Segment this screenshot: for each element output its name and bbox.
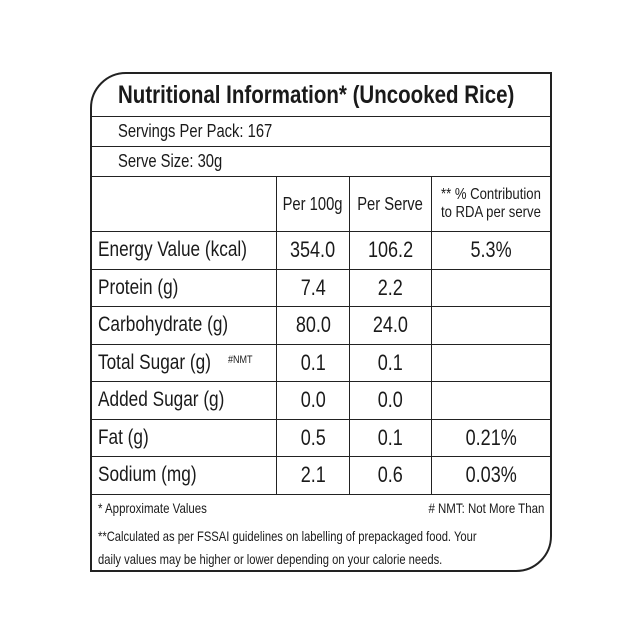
column-header-text: Per Serve [357,193,424,214]
value: 0.6 [377,462,404,488]
serve-size-row: Serve Size: 30g [92,147,550,177]
nutrient-name: Energy Value (kcal) [98,238,247,262]
column-header-line: ** % Contribution [441,186,541,203]
value: 24.0 [372,312,409,338]
value: 7.4 [300,274,326,300]
nutrient-label: Added Sugar (g) [92,382,277,419]
value: 0.0 [377,387,404,413]
value-cell: 0.6 [350,457,432,494]
servings-row: Servings Per Pack: 167 [92,117,550,147]
value: 80.0 [295,312,331,338]
footnote-rda: **Calculated as per FSSAI guidelines on … [98,528,477,544]
nutrient-row: Sodium (mg) 2.1 0.6 0.03% [92,457,550,495]
nutrient-row: Fat (g) 0.5 0.1 0.21% [92,419,550,457]
value: 106.2 [367,237,414,263]
value-cell: 0.1 [350,344,432,381]
nutrient-row: Total Sugar (g) #NMT 0.1 0.1 [92,344,550,382]
value-cell: 106.2 [350,232,432,269]
value-cell [432,382,550,419]
value-cell: 0.0 [350,382,432,419]
nutrient-name: Protein (g) [98,275,179,299]
nutrient-name: Added Sugar (g) [98,388,225,412]
column-header: ** % Contribution to RDA per serve [432,177,550,231]
nutrient-label: Carbohydrate (g) [92,307,277,344]
value: 0.03% [465,462,517,488]
value: 2.2 [377,274,404,300]
nutrient-label: Sodium (mg) [92,457,277,494]
nutrient-name: Total Sugar (g) [98,350,211,374]
nutrient-name: Carbohydrate (g) [98,313,229,337]
value-cell: 0.5 [277,419,350,456]
value: 0.5 [300,424,326,450]
value: 0.1 [377,424,404,450]
value-cell: 0.21% [432,420,550,457]
nutrient-label: Total Sugar (g) #NMT [92,344,277,381]
title-row: Nutritional Information* (Uncooked Rice) [92,74,550,117]
value: 0.1 [300,349,326,375]
value-cell [432,270,550,307]
column-header-text: Per 100g [283,193,343,214]
label-box: Nutritional Information* (Uncooked Rice)… [90,72,552,572]
title: Nutritional Information* (Uncooked Rice) [118,80,515,109]
value: 0.0 [300,387,326,413]
value: 0.21% [465,424,517,450]
footnote-nmt: # NMT: Not More Than [428,500,544,516]
nutrient-row: Carbohydrate (g) 80.0 24.0 [92,307,550,345]
value-cell: 2.1 [277,457,350,494]
value-cell: 0.03% [432,457,550,494]
value-cell: 80.0 [277,307,350,344]
value-cell: 354.0 [277,232,350,269]
value-cell: 5.3% [432,232,550,269]
nutrient-name: Sodium (mg) [98,463,197,487]
nutrient-note: #NMT [227,353,253,366]
value-cell: 24.0 [350,307,432,344]
nutrient-row: Protein (g) 7.4 2.2 [92,269,550,307]
serve-size: Serve Size: 30g [118,151,223,171]
footnote-rda: daily values may be higher or lower depe… [98,551,443,567]
nutrient-row: Energy Value (kcal) 354.0 106.2 5.3% [92,232,550,270]
value-cell: 0.1 [277,344,350,381]
value: 2.1 [300,462,326,488]
cell [92,177,277,231]
value-cell [432,307,550,344]
value: 5.3% [470,237,512,263]
nutrient-row: Added Sugar (g) 0.0 0.0 [92,382,550,420]
footer: * Approximate Values # NMT: Not More Tha… [98,500,544,570]
column-header-line: to RDA per serve [441,204,541,221]
value-cell [432,345,550,382]
servings: Servings Per Pack: 167 [118,121,273,141]
value: 354.0 [290,237,336,263]
nutrient-label: Protein (g) [92,269,277,306]
value: 0.1 [377,349,404,375]
value-cell: 0.1 [350,419,432,456]
nutrient-label: Fat (g) [92,419,277,456]
value-cell: 7.4 [277,269,350,306]
value-cell: 2.2 [350,269,432,306]
nutrient-label: Energy Value (kcal) [92,232,277,269]
footnote-approx: * Approximate Values [98,500,207,516]
value-cell: 0.0 [277,382,350,419]
column-header: Per Serve [350,177,432,231]
nutrient-name: Fat (g) [98,425,149,449]
column-header: Per 100g [277,177,350,231]
header-row: Per 100g Per Serve ** % Contribution to RDA… [92,177,550,232]
